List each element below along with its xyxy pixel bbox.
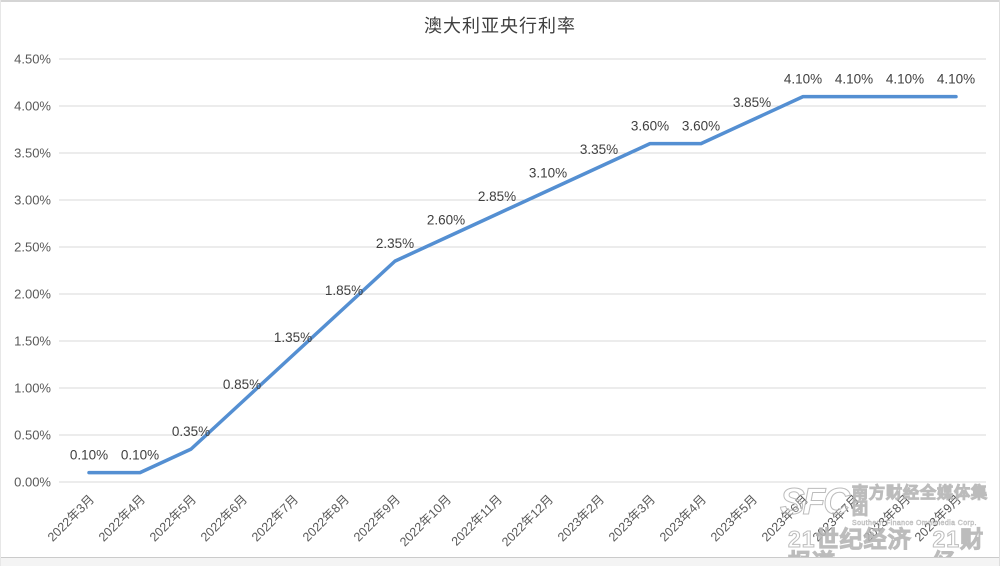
data-label: 2.35% bbox=[376, 236, 414, 251]
x-tick-label: 2023年2月 bbox=[555, 492, 607, 544]
data-label: 0.85% bbox=[223, 377, 261, 392]
data-label: 3.60% bbox=[682, 119, 720, 134]
x-tick-label: 2023年4月 bbox=[657, 492, 709, 544]
y-tick-label: 2.50% bbox=[14, 240, 51, 255]
x-tick-label: 2022年11月 bbox=[449, 492, 505, 548]
y-tick-label: 0.00% bbox=[14, 475, 51, 490]
data-label: 0.10% bbox=[70, 448, 108, 463]
x-tick-label: 2022年4月 bbox=[96, 492, 148, 544]
data-label: 4.10% bbox=[835, 72, 873, 87]
x-tick-label: 2023年3月 bbox=[606, 492, 658, 544]
y-tick-label: 3.00% bbox=[14, 193, 51, 208]
top-border bbox=[1, 0, 999, 2]
x-tick-label: 2022年12月 bbox=[499, 492, 556, 549]
series-line bbox=[87, 94, 958, 475]
y-tick-label: 3.50% bbox=[14, 146, 51, 161]
data-label: 4.10% bbox=[937, 72, 975, 87]
data-label: 4.10% bbox=[784, 72, 822, 87]
x-tick-label: 2023年8月 bbox=[861, 492, 913, 544]
data-label: 0.10% bbox=[121, 448, 159, 463]
x-tick-label: 2022年9月 bbox=[351, 492, 403, 544]
data-label: 1.85% bbox=[325, 283, 363, 298]
x-tick-label: 2022年10月 bbox=[397, 492, 454, 549]
data-label: 2.85% bbox=[478, 189, 516, 204]
x-tick-label: 2023年5月 bbox=[708, 492, 760, 544]
y-tick-label: 0.50% bbox=[14, 428, 51, 443]
bottom-border bbox=[1, 557, 999, 558]
x-tick-label: 2023年9月 bbox=[912, 492, 964, 544]
data-label: 2.60% bbox=[427, 213, 465, 228]
data-label: 3.60% bbox=[631, 119, 669, 134]
data-label: 0.35% bbox=[172, 424, 210, 439]
x-tick-label: 2023年7月 bbox=[810, 492, 862, 544]
x-tick-label: 2023年6月 bbox=[759, 492, 811, 544]
chart-title: 澳大利亚央行利率 bbox=[424, 16, 576, 36]
bottom-margin bbox=[1, 558, 999, 566]
x-tick-label: 2022年3月 bbox=[45, 492, 97, 544]
x-tick-label: 2022年5月 bbox=[147, 492, 199, 544]
data-label: 3.85% bbox=[733, 95, 771, 110]
x-tick-label: 2022年8月 bbox=[300, 492, 352, 544]
data-label: 3.10% bbox=[529, 166, 567, 181]
y-tick-label: 2.00% bbox=[14, 287, 51, 302]
x-tick-label: 2022年7月 bbox=[249, 492, 301, 544]
data-label: 1.35% bbox=[274, 330, 312, 345]
data-label: 4.10% bbox=[886, 72, 924, 87]
x-tick-label: 2022年6月 bbox=[198, 492, 250, 544]
data-label: 3.35% bbox=[580, 142, 618, 157]
y-tick-label: 1.50% bbox=[14, 334, 51, 349]
y-tick-label: 1.00% bbox=[14, 381, 51, 396]
y-tick-label: 4.00% bbox=[14, 99, 51, 114]
y-tick-label: 4.50% bbox=[14, 52, 51, 67]
